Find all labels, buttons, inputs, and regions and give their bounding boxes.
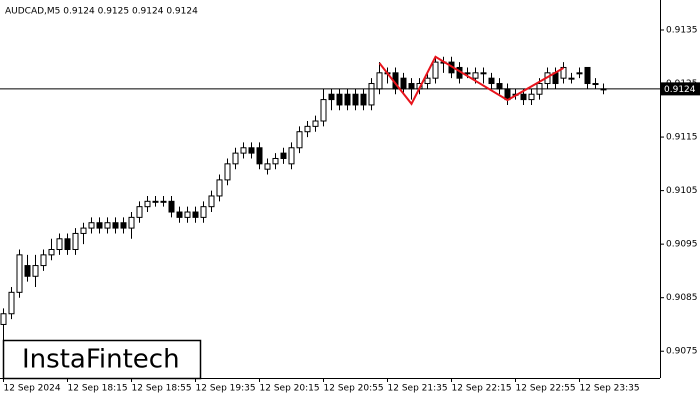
candle-body (32, 265, 39, 277)
candle-body (320, 99, 327, 122)
candle-body (592, 83, 599, 86)
candle-body (184, 211, 191, 218)
y-tick-label: 0.9085 (666, 293, 698, 303)
candle-body (472, 72, 479, 79)
candle-body (464, 72, 471, 75)
candle-body (352, 93, 359, 106)
candle-body (216, 179, 223, 197)
candle-body (344, 93, 351, 106)
candle-body (400, 77, 407, 90)
candle-body (488, 77, 495, 85)
candle-body (336, 93, 343, 106)
candle-body (560, 66, 567, 79)
last-price-label: 0.9124 (664, 85, 696, 95)
pattern-line (378, 55, 564, 106)
candle-body (136, 206, 143, 218)
x-tick-label: 12 Sep 2024 (4, 384, 61, 394)
candle-body (0, 313, 7, 325)
candle-body (480, 72, 487, 75)
candle-body (272, 157, 279, 165)
candle-body (80, 227, 87, 234)
candle-body (8, 291, 15, 315)
candle-body (584, 66, 591, 85)
candle-body (104, 222, 111, 229)
candle-body (424, 77, 431, 85)
candle-body (376, 72, 383, 90)
x-tick-label: 12 Sep 23:35 (580, 384, 640, 394)
candle-body (432, 61, 439, 79)
candle-body (48, 249, 55, 256)
candle-body (24, 265, 31, 277)
candle-body (112, 222, 119, 229)
y-tick-label: 0.9075 (666, 347, 698, 357)
candle-body (200, 206, 207, 218)
candle-body (360, 93, 367, 106)
candle-body (328, 93, 335, 101)
candle-body (120, 222, 127, 229)
candle-body (96, 222, 103, 229)
watermark: InstaFintech (22, 345, 180, 375)
candle-body (208, 195, 215, 208)
x-tick-label: 12 Sep 20:15 (260, 384, 320, 394)
candle-body (288, 147, 295, 165)
x-tick-label: 12 Sep 21:35 (388, 384, 448, 394)
candle-body (144, 200, 151, 208)
candle-body (224, 163, 231, 181)
candle-body (160, 200, 167, 203)
candle-body (496, 83, 503, 90)
candle-body (64, 238, 71, 251)
candle-body (232, 152, 239, 165)
x-tick-label: 12 Sep 18:15 (68, 384, 128, 394)
candle-body (264, 163, 271, 170)
candle-body (280, 152, 287, 159)
x-tick-label: 12 Sep 22:15 (452, 384, 512, 394)
candle-body (128, 216, 135, 229)
candle-body (248, 147, 255, 154)
candle-body (520, 93, 527, 101)
candle-body (192, 211, 199, 218)
candle-body (40, 254, 47, 267)
y-tick-label: 0.9115 (666, 133, 698, 143)
candle-body (16, 254, 23, 293)
x-tick-label: 12 Sep 18:55 (132, 384, 192, 394)
candle-body (88, 222, 95, 229)
candle-body (240, 147, 247, 154)
candle-body (56, 238, 63, 251)
y-tick-label: 0.9135 (666, 25, 698, 35)
x-tick-label: 12 Sep 22:55 (516, 384, 576, 394)
candle-body (304, 125, 311, 133)
x-tick-label: 12 Sep 20:55 (324, 384, 384, 394)
candle-body (568, 77, 575, 80)
candle-body (408, 83, 415, 90)
last-price-box (661, 82, 700, 96)
candle-body (256, 147, 263, 165)
x-tick-label: 12 Sep 19:35 (196, 384, 256, 394)
candle-body (168, 200, 175, 213)
candle-body (72, 232, 79, 251)
y-tick-label: 0.9095 (666, 240, 698, 250)
candle-body (312, 120, 319, 127)
candle-body (176, 211, 183, 218)
candle-body (368, 83, 375, 106)
candle-body (528, 93, 535, 101)
chart-title: AUDCAD,M5 0.9124 0.9125 0.9124 0.9124 (5, 7, 198, 17)
candle-body (152, 200, 159, 203)
watermark-box (2, 339, 202, 380)
candle-body (576, 72, 583, 75)
candle-body (296, 131, 303, 149)
y-tick-label: 0.9105 (666, 186, 698, 196)
